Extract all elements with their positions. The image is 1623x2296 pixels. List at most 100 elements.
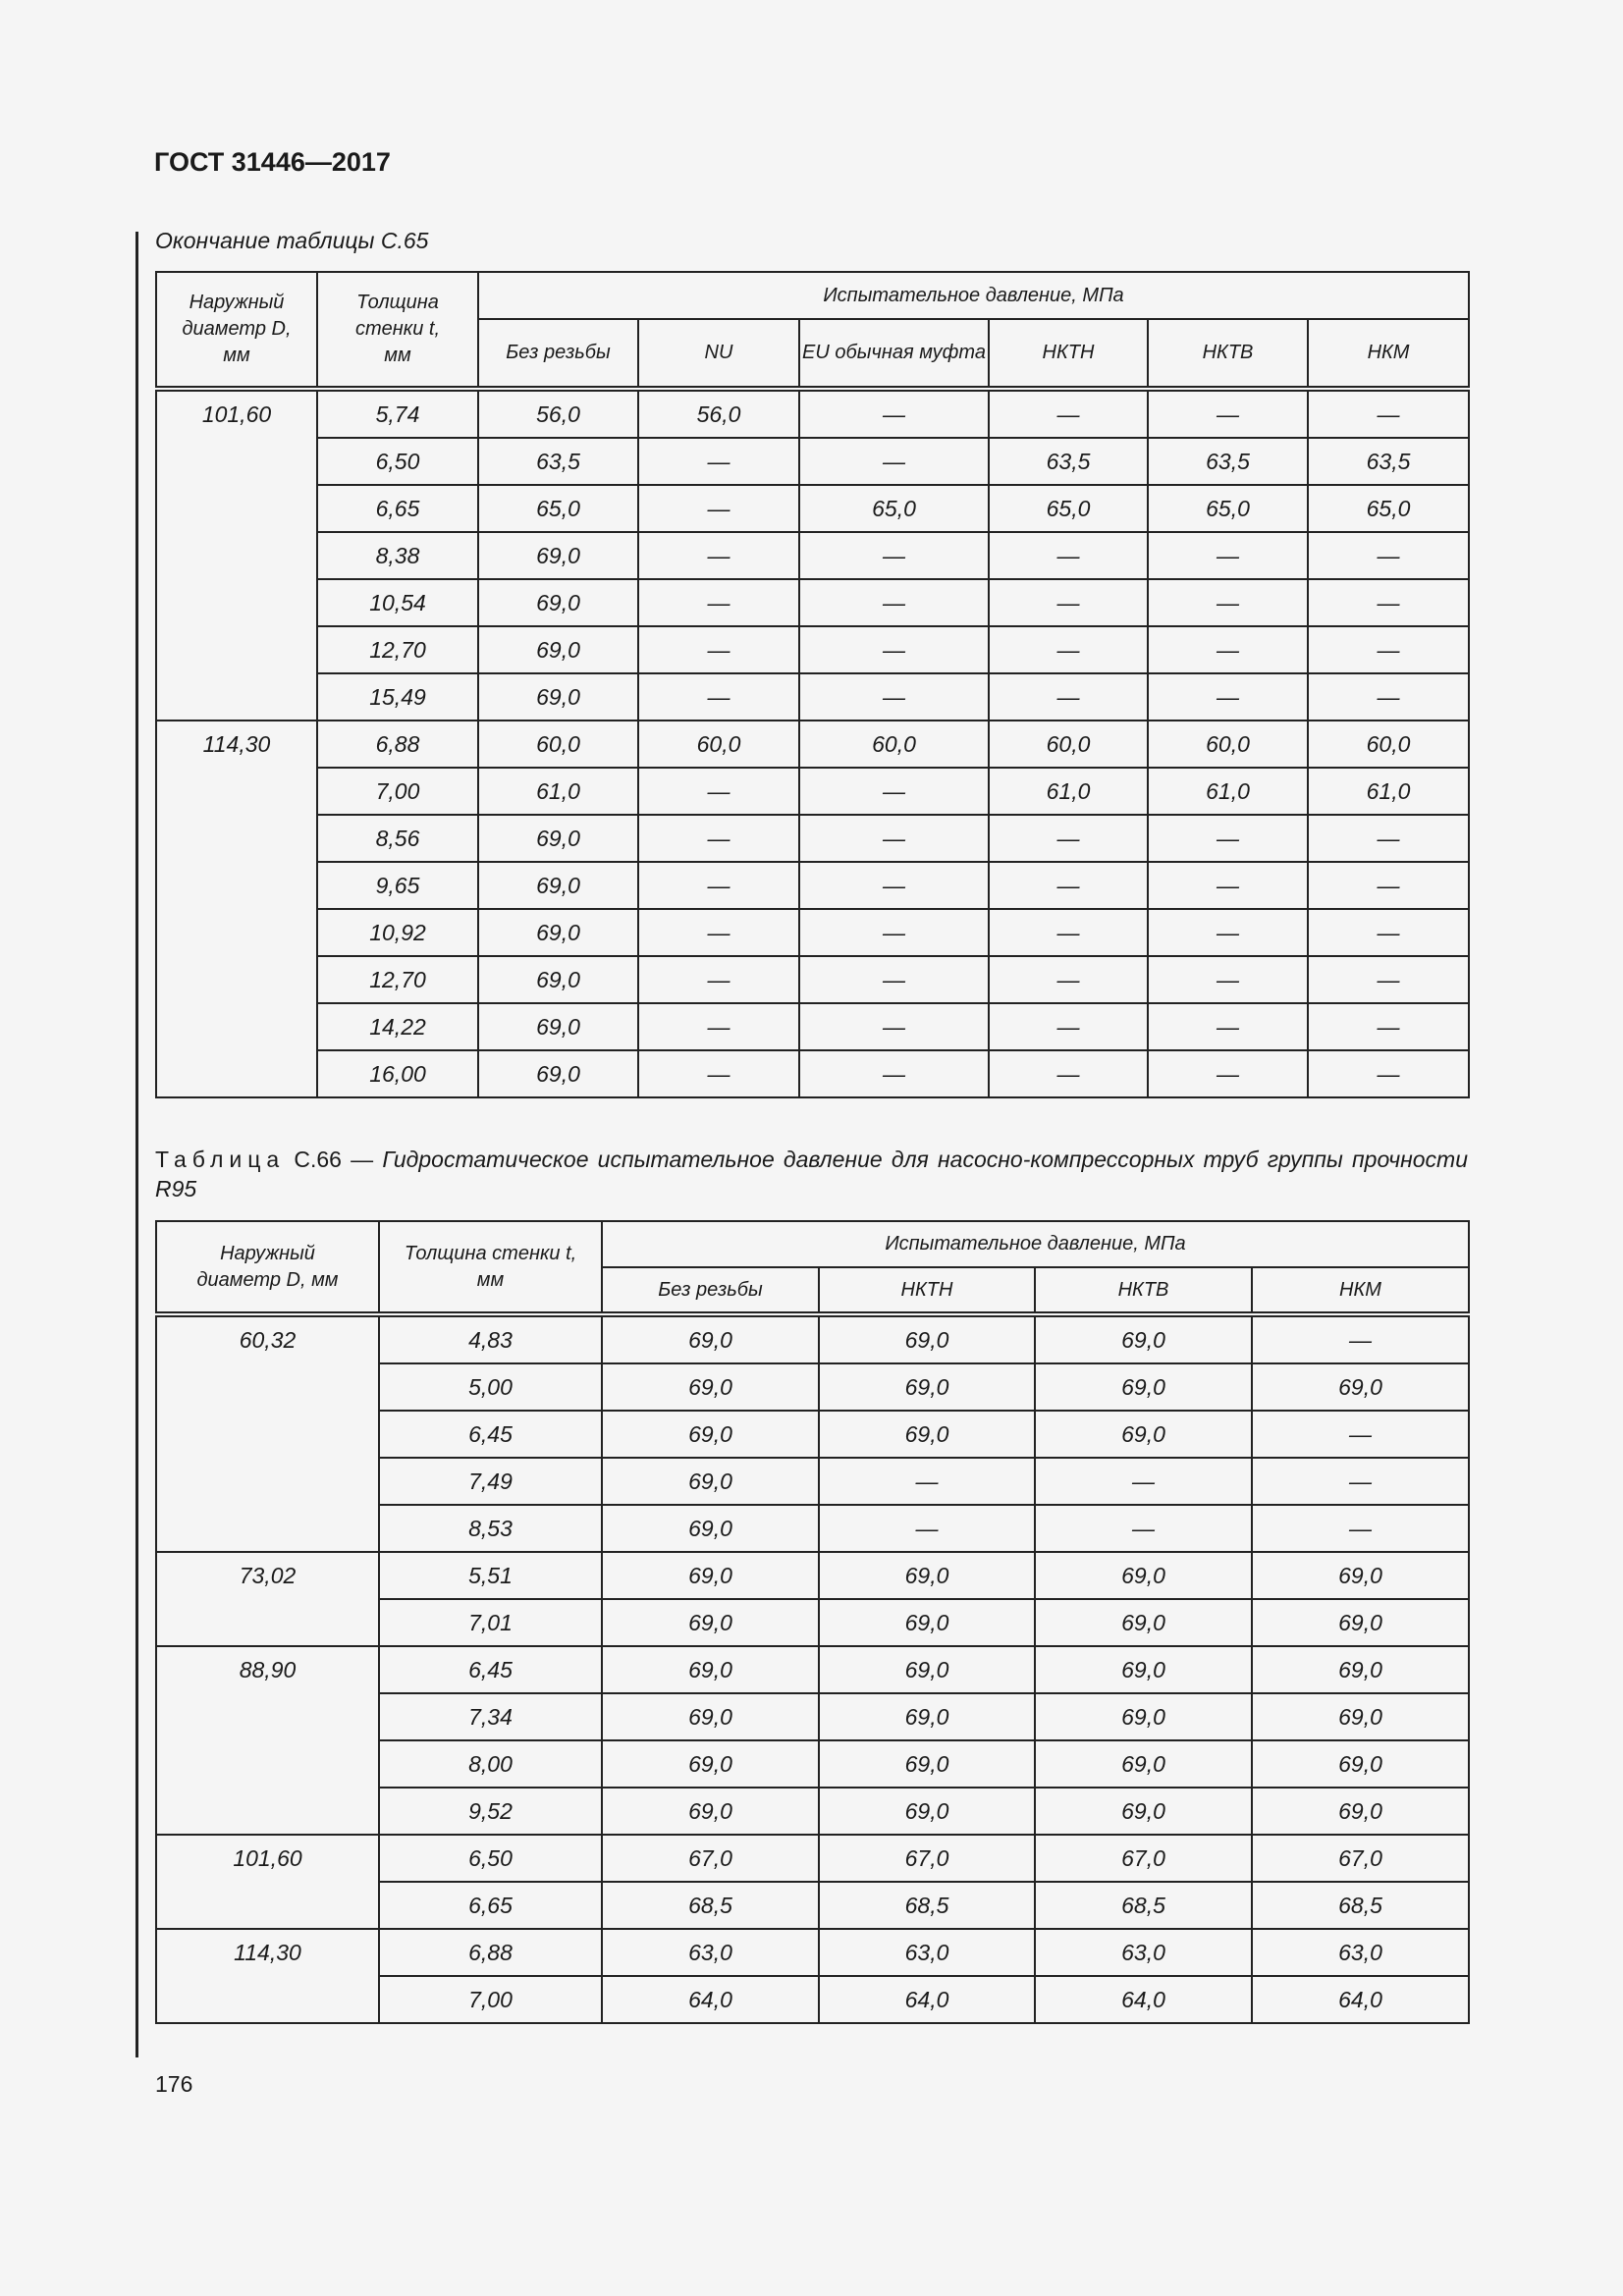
table-row: 114,30 6,88 60,0 60,0 60,0 60,0 60,0 60,0: [155, 720, 1471, 1098]
cell-pressure: —: [988, 531, 1149, 580]
header-diameter: Наружный диаметр D, мм: [155, 1220, 380, 1317]
cell-pressure: —: [1306, 388, 1471, 439]
cell-pressure: 69,0: [601, 1787, 820, 1836]
cell-pressure: —: [637, 814, 800, 863]
header-pressure: Испытательное давление, МПа: [476, 271, 1471, 320]
cell-pressure: —: [1306, 1002, 1471, 1051]
cell-diameter: 101,60: [155, 1834, 380, 1930]
table-row: 7,34 69,0 69,0 69,0 69,0: [156, 1692, 1470, 1741]
cell-pressure: —: [988, 1049, 1149, 1098]
cell-thickness: 7,00: [378, 1975, 603, 2024]
cell-pressure: 65,0: [477, 484, 639, 533]
table2-caption-number: С.66 —: [294, 1147, 374, 1172]
cell-diameter: 114,30: [155, 1928, 380, 2024]
cell-pressure: 63,5: [1306, 437, 1471, 486]
page-number: 176: [155, 2071, 193, 2097]
cell-pressure: 68,5: [818, 1881, 1036, 1930]
table-row: 6,45 69,0 69,0 69,0—: [156, 1410, 1470, 1459]
cell-thickness: 6,50: [316, 437, 479, 486]
cell-thickness: 15,49: [316, 672, 479, 721]
cell-pressure: —: [1034, 1504, 1253, 1553]
cell-pressure: 69,0: [1251, 1362, 1470, 1412]
cell-pressure: —: [988, 861, 1149, 910]
table1-caption: Окончание таблицы С.65: [155, 228, 429, 253]
cell-pressure: 69,0: [1034, 1313, 1253, 1364]
cell-pressure: 60,0: [1147, 720, 1309, 769]
cell-pressure: 60,0: [798, 720, 990, 769]
table-row: 8,56 69,0— — — — —: [156, 814, 1471, 863]
cell-pressure: —: [798, 814, 990, 863]
cell-pressure: 68,5: [601, 1881, 820, 1930]
cell-pressure: —: [1034, 1457, 1253, 1506]
table2-caption-text: Гидростатическое испытательное давление …: [155, 1147, 1469, 1201]
table-row: 6,65 65,0—65,0 65,0 65,0 65,0: [156, 484, 1471, 533]
table-row: 12,70 69,0— — — — —: [156, 955, 1471, 1004]
cell-pressure: 69,0: [601, 1645, 820, 1694]
cell-pressure: 69,0: [1251, 1692, 1470, 1741]
cell-pressure: 69,0: [1034, 1645, 1253, 1694]
cell-diameter: 73,02: [155, 1551, 380, 1647]
cell-pressure: 67,0: [601, 1834, 820, 1883]
cell-pressure: 63,5: [988, 437, 1149, 486]
cell-pressure: —: [798, 578, 990, 627]
column-header: EU обычная муфта: [798, 318, 990, 392]
cell-pressure: 69,0: [1251, 1551, 1470, 1600]
cell-pressure: 61,0: [1306, 767, 1471, 816]
cell-pressure: 64,0: [601, 1975, 820, 2024]
cell-pressure: —: [798, 1049, 990, 1098]
cell-pressure: 69,0: [1251, 1787, 1470, 1836]
cell-pressure: —: [637, 1049, 800, 1098]
cell-pressure: 68,5: [1034, 1881, 1253, 1930]
cell-pressure: 60,0: [477, 720, 639, 769]
cell-pressure: 69,0: [818, 1787, 1036, 1836]
cell-pressure: —: [637, 1002, 800, 1051]
cell-thickness: 7,49: [378, 1457, 603, 1506]
cell-pressure: —: [988, 814, 1149, 863]
cell-pressure: —: [798, 625, 990, 674]
table-row: 9,65 69,0— — — — —: [156, 861, 1471, 910]
cell-diameter: 60,32: [155, 1313, 380, 1553]
cell-thickness: 6,50: [378, 1834, 603, 1883]
table-row: 114,30 6,88 63,0 63,0 63,0 63,0: [155, 1928, 1470, 2024]
table-c65: Наружный диаметр D, мм Толщина стенки t,…: [155, 271, 1471, 1098]
cell-pressure: —: [1306, 814, 1471, 863]
cell-diameter: 101,60: [155, 388, 318, 721]
cell-pressure: 69,0: [818, 1598, 1036, 1647]
column-header: НКТВ: [1034, 1266, 1253, 1317]
cell-pressure: 67,0: [1034, 1834, 1253, 1883]
cell-pressure: 69,0: [601, 1551, 820, 1600]
cell-pressure: 64,0: [1251, 1975, 1470, 2024]
cell-pressure: —: [988, 908, 1149, 957]
cell-pressure: —: [1306, 955, 1471, 1004]
cell-thickness: 5,51: [378, 1551, 603, 1600]
cell-pressure: 67,0: [818, 1834, 1036, 1883]
table-row: 15,49 69,0— — — — —: [156, 672, 1471, 721]
cell-pressure: —: [1147, 1002, 1309, 1051]
table-row: 7,49 69,0— — —: [156, 1457, 1470, 1506]
document-title: ГОСТ 31446—2017: [154, 147, 391, 177]
cell-thickness: 12,70: [316, 625, 479, 674]
cell-pressure: 69,0: [1034, 1362, 1253, 1412]
cell-pressure: —: [1147, 955, 1309, 1004]
cell-pressure: 64,0: [1034, 1975, 1253, 2024]
cell-thickness: 7,01: [378, 1598, 603, 1647]
table-row: 16,00 69,0— — — — —: [156, 1049, 1471, 1098]
cell-pressure: 69,0: [601, 1457, 820, 1506]
cell-pressure: 61,0: [477, 767, 639, 816]
header-thickness: Толщина стенки t, мм: [316, 271, 479, 392]
cell-pressure: 63,0: [818, 1928, 1036, 1977]
cell-thickness: 5,74: [316, 388, 479, 439]
cell-pressure: 69,0: [818, 1410, 1036, 1459]
cell-pressure: —: [798, 388, 990, 439]
column-header: НКТН: [818, 1266, 1036, 1317]
table2-caption: Таблица С.66 — Гидростатическое испытате…: [155, 1145, 1468, 1203]
cell-pressure: —: [637, 908, 800, 957]
cell-pressure: 69,0: [1034, 1692, 1253, 1741]
column-header: Без резьбы: [601, 1266, 820, 1317]
table-row: 12,70 69,0— — — — —: [156, 625, 1471, 674]
cell-pressure: 65,0: [798, 484, 990, 533]
cell-thickness: 10,54: [316, 578, 479, 627]
cell-pressure: 69,0: [601, 1692, 820, 1741]
cell-pressure: —: [988, 672, 1149, 721]
cell-pressure: —: [1306, 531, 1471, 580]
